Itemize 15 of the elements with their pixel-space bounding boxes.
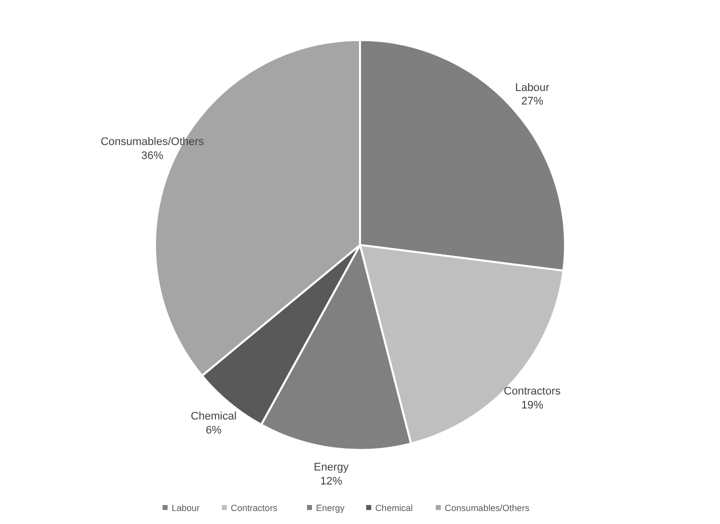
legend-label: Contractors bbox=[230, 503, 278, 513]
legend-label: Labour bbox=[172, 503, 200, 513]
legend-label: Energy bbox=[316, 503, 346, 513]
data-label: 6% bbox=[206, 424, 222, 436]
slice-label: Consumables/Others bbox=[100, 136, 204, 148]
data-label: 19% bbox=[521, 399, 544, 412]
slice-label: Energy bbox=[314, 462, 350, 474]
data-label: 27% bbox=[521, 96, 544, 108]
slice-label: Chemical bbox=[190, 410, 237, 423]
slice-label: Labour bbox=[515, 82, 550, 94]
data-label: 36% bbox=[141, 150, 164, 162]
legend-label: Consumables/Others bbox=[444, 503, 530, 513]
legend-label: Chemical bbox=[375, 503, 413, 513]
data-label: 12% bbox=[320, 475, 342, 488]
slice-label: Contractors bbox=[504, 386, 562, 398]
